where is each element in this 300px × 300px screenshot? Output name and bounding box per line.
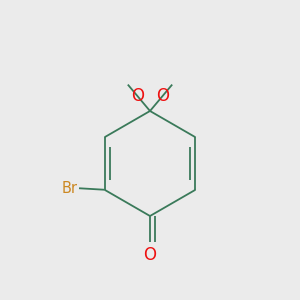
Text: O: O [156, 87, 169, 105]
Text: O: O [143, 246, 157, 264]
Text: O: O [131, 87, 144, 105]
Text: Br: Br [61, 181, 77, 196]
